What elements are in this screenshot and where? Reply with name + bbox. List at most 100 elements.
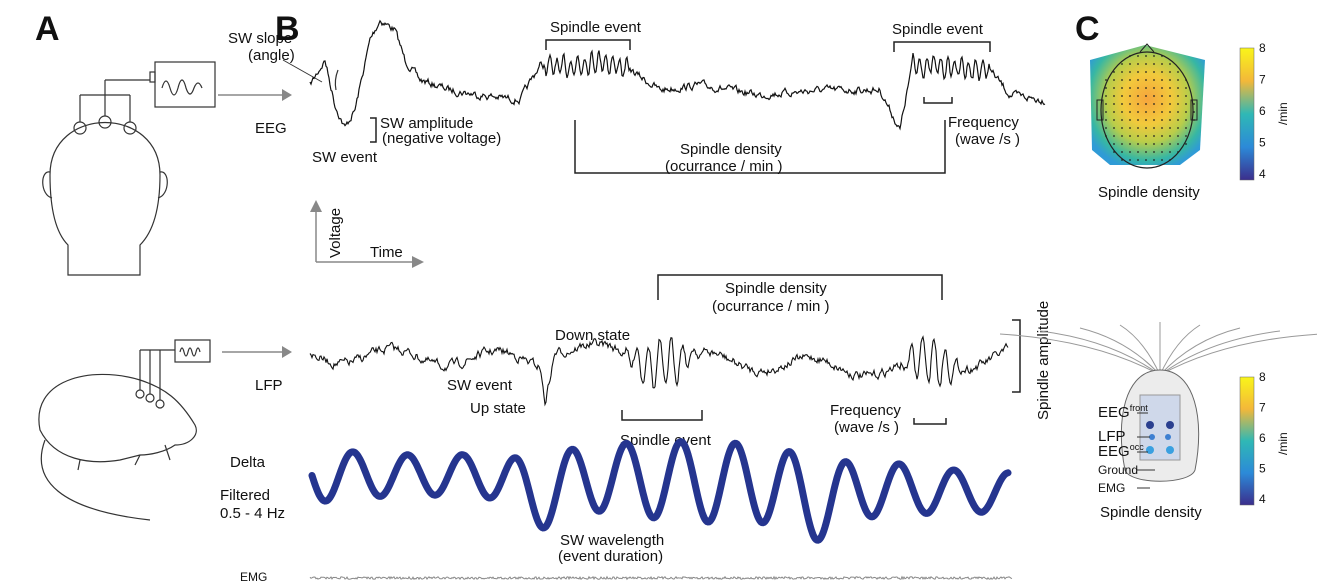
trace-label: EEG — [255, 120, 287, 137]
electrode-dot — [1185, 135, 1187, 137]
caption: Spindle density — [1098, 184, 1200, 201]
colorbar-tick-label: 7 — [1259, 401, 1266, 415]
electrode-dot — [1121, 87, 1123, 89]
electrode-dot — [1137, 135, 1139, 137]
whisker — [1000, 334, 1160, 375]
electrode-dot — [1185, 127, 1187, 129]
annotation: (event duration) — [558, 548, 663, 565]
electrode-name: Ground — [1098, 463, 1138, 477]
electrode-dot — [1153, 103, 1155, 105]
electrode-name: EEG — [1098, 443, 1130, 460]
colorbar-tick-label: 7 — [1259, 73, 1266, 87]
colorbar-tick-label: 5 — [1259, 136, 1266, 150]
electrode-dot — [1185, 87, 1187, 89]
electrode-dot — [1177, 127, 1179, 129]
trace-label: EMG — [240, 570, 267, 584]
electrode-dot — [1145, 143, 1147, 145]
electrode-dot — [1129, 119, 1131, 121]
whisker — [1160, 328, 1240, 375]
electrode-dot — [1113, 103, 1115, 105]
colorbar-tick-label: 6 — [1259, 104, 1266, 118]
electrode-dot — [1161, 127, 1163, 129]
electrode-dot — [1185, 103, 1187, 105]
annotation: SW wavelength — [560, 532, 664, 549]
annotation: Spindle density — [725, 280, 827, 297]
annotation: SW event — [312, 149, 378, 166]
electrode-superscript: front — [1130, 403, 1149, 413]
electrode-dot — [1169, 159, 1171, 161]
electrode-dot — [1113, 71, 1115, 73]
electrode-dot — [1161, 135, 1163, 137]
electrode-dot — [1153, 95, 1155, 97]
electrode-dot — [1129, 159, 1131, 161]
electrode-dot — [1169, 111, 1171, 113]
electrode-dot — [1161, 159, 1163, 161]
electrode-dot — [1113, 151, 1115, 153]
emg-trace — [310, 577, 1012, 579]
electrode-dot — [1161, 95, 1163, 97]
electrode-dot — [1161, 55, 1163, 57]
human-head — [43, 62, 292, 275]
electrode-dot — [1113, 127, 1115, 129]
electrode-dot — [1129, 103, 1131, 105]
annotation: Spindle amplitude — [1035, 301, 1052, 420]
electrode-dot — [1177, 95, 1179, 97]
electrode-dot — [1129, 95, 1131, 97]
electrode-dot — [1137, 55, 1139, 57]
electrode-dot — [1129, 55, 1131, 57]
electrode-dot — [1121, 63, 1123, 65]
electrode-dot — [1153, 143, 1155, 145]
electrode-dot — [1113, 87, 1115, 89]
axis-label: Voltage — [327, 208, 344, 258]
electrode-dot — [1113, 95, 1115, 97]
electrode-dot — [1153, 135, 1155, 137]
trace-label: LFP — [255, 377, 283, 394]
electrode-dot — [1145, 63, 1147, 65]
electrode-dot — [1121, 119, 1123, 121]
electrode-dot — [1161, 79, 1163, 81]
electrode-dot — [1113, 119, 1115, 121]
panel-label: C — [1075, 10, 1100, 48]
electrode-dot — [1129, 63, 1131, 65]
electrode-dot — [1121, 111, 1123, 113]
annotation: (negative voltage) — [382, 130, 501, 147]
electrode-dot — [1137, 151, 1139, 153]
electrode-dot — [1105, 79, 1107, 81]
electrode-dot — [1121, 95, 1123, 97]
electrode-dot — [1129, 71, 1131, 73]
whisker — [1160, 325, 1200, 375]
colorbar-tick-label: 4 — [1259, 492, 1266, 506]
electrode-dot — [1137, 103, 1139, 105]
electrode-dot — [1121, 127, 1123, 129]
electrode-dot — [1153, 87, 1155, 89]
electrode-dot — [1121, 103, 1123, 105]
colorbar-tick-label: 6 — [1259, 431, 1266, 445]
whisker — [1160, 331, 1280, 375]
annotation: (ocurrance / min ) — [665, 158, 783, 175]
electrode-dot — [1177, 79, 1179, 81]
electrode-dot — [1185, 143, 1187, 145]
scale-axes: Voltage Time — [310, 200, 424, 268]
electrode-dot — [1105, 87, 1107, 89]
electrode-dot — [1113, 111, 1115, 113]
electrode-dot — [1153, 151, 1155, 153]
electrode-dot — [1145, 55, 1147, 57]
electrode-dot — [1105, 111, 1107, 113]
electrode-dot — [1169, 95, 1171, 97]
annotation: (angle) — [248, 47, 295, 64]
colorbar-tick-label: 4 — [1259, 167, 1266, 181]
electrode-dot — [1153, 55, 1155, 57]
electrode-dot — [1121, 71, 1123, 73]
electrode-dot — [1169, 71, 1171, 73]
electrode-dot — [1105, 127, 1107, 129]
electrode-dot — [1153, 63, 1155, 65]
electrode-dot — [1121, 79, 1123, 81]
electrode-dot — [1153, 119, 1155, 121]
electrode-dot — [1121, 135, 1123, 137]
whisker — [1080, 328, 1160, 375]
annotation: SW slope — [228, 30, 292, 47]
electrode-dot — [1121, 143, 1123, 145]
electrode-dot — [1169, 103, 1171, 105]
electrode-dot — [1177, 119, 1179, 121]
electrode-dot — [1177, 151, 1179, 153]
